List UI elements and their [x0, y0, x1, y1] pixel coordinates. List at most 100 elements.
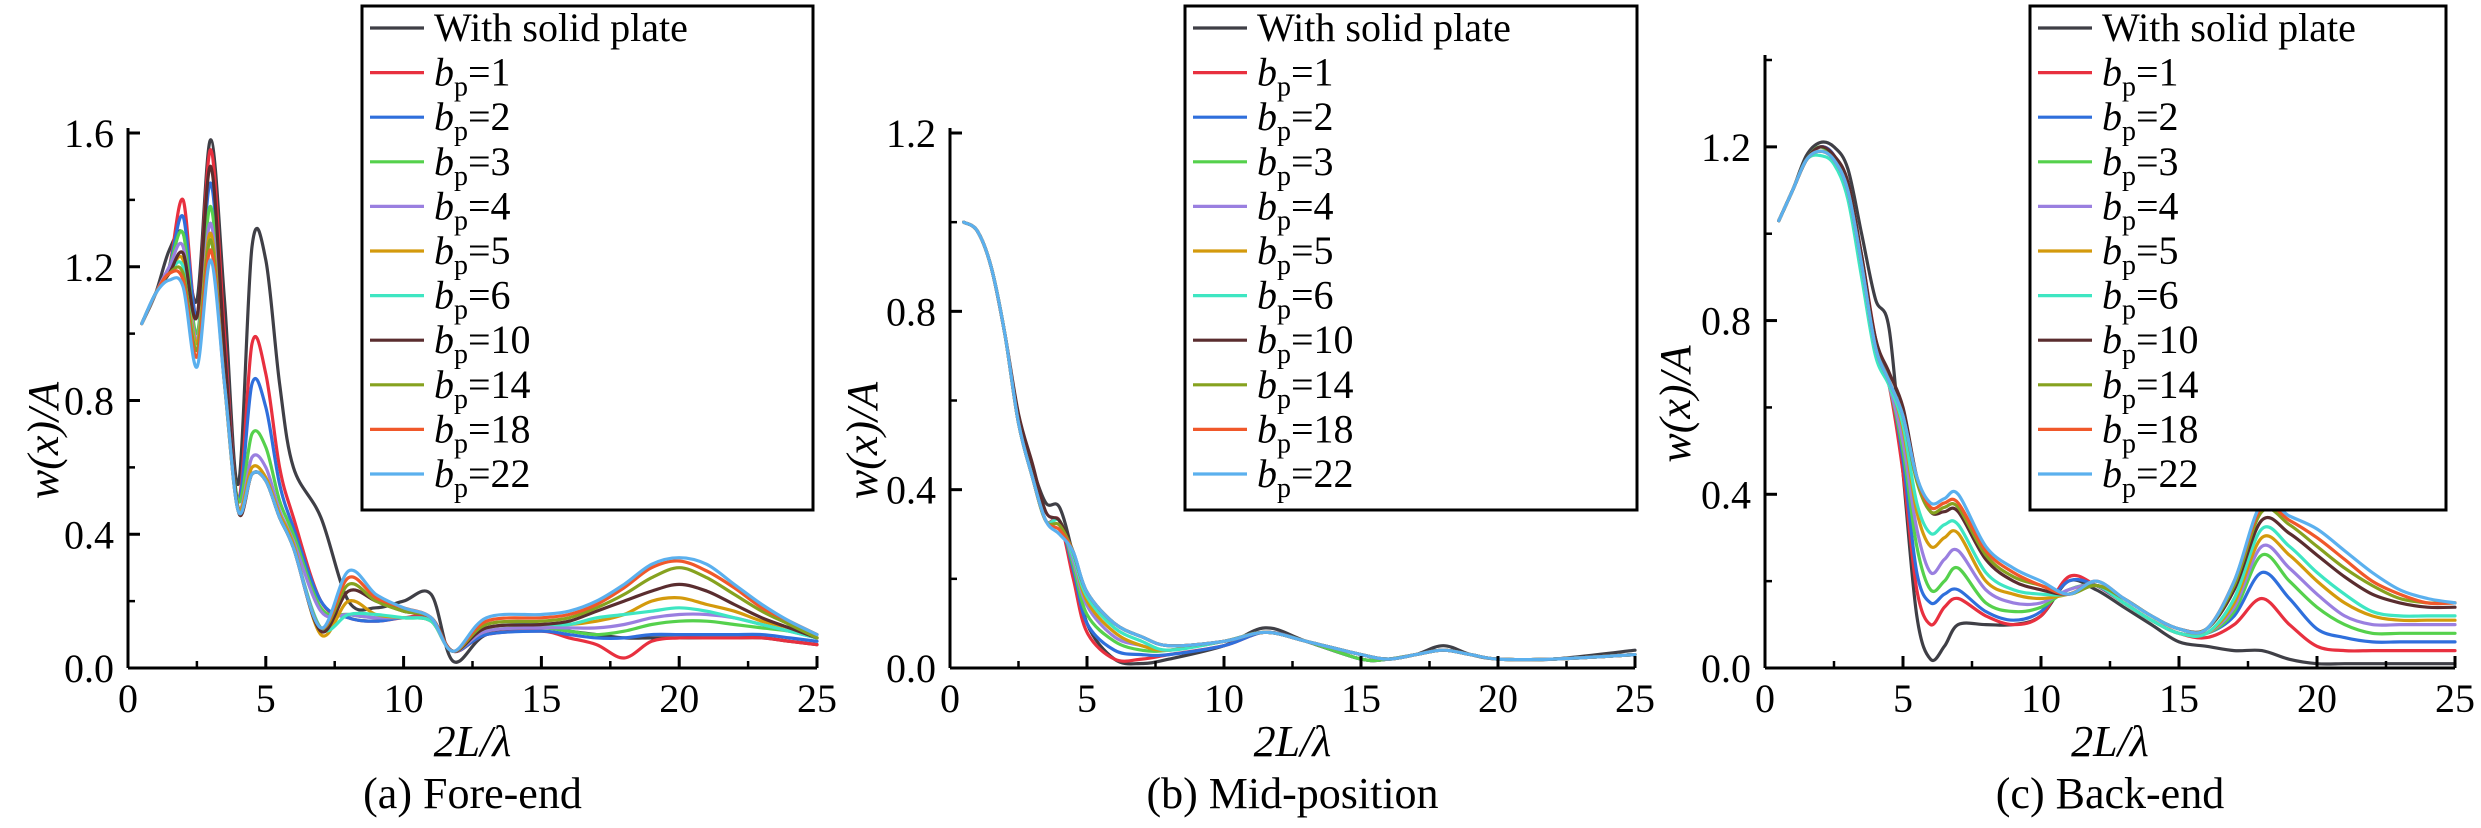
- legend-label: bp=2: [1257, 94, 1334, 147]
- legend-label-sub: p: [1277, 295, 1291, 326]
- legend-label: bp=3: [1257, 139, 1334, 192]
- x-tick-label: 20: [2297, 676, 2337, 721]
- y-axis-label: w(x)/A: [838, 381, 887, 499]
- chart-panel-2: 0 5 10 15 20 25 0.0 0.4 0.8 1.2 2L/λ w(x)/A (b) Mid-…: [838, 4, 1655, 818]
- y-tick-label: 0.8: [886, 289, 936, 334]
- legend-label: With solid plate: [1257, 5, 1511, 50]
- legend-label-suffix: =6: [2136, 273, 2179, 318]
- legend-label-suffix: =14: [468, 362, 531, 407]
- legend-label-suffix: =2: [2136, 94, 2179, 139]
- legend-label: bp=14: [434, 362, 531, 415]
- legend-label-sub: p: [1277, 473, 1291, 504]
- legend-label-sub: p: [454, 205, 468, 236]
- legend-label-prefix: b: [1257, 273, 1277, 318]
- x-tick-label: 15: [521, 676, 561, 721]
- x-tick-label: 0: [1755, 676, 1775, 721]
- legend-label-prefix: b: [1257, 362, 1277, 407]
- legend-label-sub: p: [2122, 250, 2136, 281]
- series-group: [962, 220, 1637, 666]
- series-line-bp-10: [140, 164, 819, 653]
- legend-label-suffix: =3: [1291, 139, 1334, 184]
- x-tick-label: 15: [2159, 676, 2199, 721]
- x-tick-label: 20: [659, 676, 699, 721]
- legend-label-suffix: =18: [2136, 406, 2199, 451]
- x-tick-label: 0: [118, 676, 138, 721]
- legend-label-prefix: b: [2102, 273, 2122, 318]
- legend-label-suffix: =5: [1291, 228, 1334, 273]
- legend-label-prefix: b: [2102, 317, 2122, 362]
- legend-label-prefix: b: [1257, 139, 1277, 184]
- x-tick-label: 15: [1341, 676, 1381, 721]
- legend-label: bp=22: [434, 451, 531, 504]
- series-line-bp-22: [1777, 149, 2457, 635]
- legend-label-sub: p: [2122, 116, 2136, 147]
- legend-label-sub: p: [454, 428, 468, 459]
- panel-caption: (b) Mid-position: [1146, 769, 1438, 818]
- legend-label-suffix: =1: [1291, 50, 1334, 95]
- legend-label-sub: p: [2122, 428, 2136, 459]
- legend-label: bp=1: [434, 50, 511, 103]
- legend-label: bp=22: [2102, 451, 2199, 504]
- legend: With solid platebp=1bp=2bp=3bp=4bp=5bp=6…: [360, 4, 815, 512]
- legend-label-prefix: b: [1257, 317, 1277, 362]
- legend-label-sub: p: [454, 72, 468, 103]
- legend-label-sub: p: [1277, 250, 1291, 281]
- y-tick-label: 0.8: [1701, 299, 1751, 344]
- legend-label: bp=6: [1257, 273, 1334, 326]
- x-tick-label: 25: [2435, 676, 2475, 721]
- legend-label-suffix: =1: [2136, 50, 2179, 95]
- legend-label-prefix: b: [1257, 228, 1277, 273]
- y-tick-label: 0.0: [886, 646, 936, 691]
- legend-label-prefix: b: [434, 183, 454, 228]
- legend-label: bp=2: [2102, 94, 2179, 147]
- y-tick-label: 0.4: [64, 512, 114, 557]
- legend-label-suffix: =18: [1291, 406, 1354, 451]
- y-tick-label: 0.4: [1701, 472, 1751, 517]
- x-axis-label: 2L/λ: [2071, 717, 2149, 766]
- legend-label-suffix: =2: [468, 94, 511, 139]
- y-tick-label: 0.0: [64, 646, 114, 691]
- legend-label-sub: p: [454, 339, 468, 370]
- legend-label: bp=2: [434, 94, 511, 147]
- legend-label: bp=1: [1257, 50, 1334, 103]
- y-tick-label: 0.0: [1701, 646, 1751, 691]
- x-tick-label: 5: [1077, 676, 1097, 721]
- legend-label-suffix: =4: [2136, 183, 2179, 228]
- legend-label-suffix: =6: [1291, 273, 1334, 318]
- legend-label-sub: p: [454, 116, 468, 147]
- legend-label-sub: p: [1277, 205, 1291, 236]
- legend-label: bp=10: [2102, 317, 2199, 370]
- legend-label-suffix: =22: [2136, 451, 2199, 496]
- y-axis-label: w(x)/A: [19, 381, 68, 499]
- legend-label: bp=22: [1257, 451, 1354, 504]
- legend-label-prefix: b: [2102, 406, 2122, 451]
- legend-label: bp=10: [434, 317, 531, 370]
- legend-label-prefix: b: [434, 50, 454, 95]
- legend-label: bp=6: [434, 273, 511, 326]
- legend-label-prefix: b: [2102, 139, 2122, 184]
- legend-label-suffix: =4: [468, 183, 511, 228]
- legend-label-sub: p: [454, 473, 468, 504]
- legend-label-suffix: =10: [468, 317, 531, 362]
- x-tick-label: 10: [384, 676, 424, 721]
- chart-panel-3: 0 5 10 15 20 25 0.0 0.4 0.8 1.2 2L/λ w(x)/A (c) Back…: [1651, 4, 2475, 818]
- legend-label-sub: p: [1277, 161, 1291, 192]
- legend-label-sub: p: [2122, 72, 2136, 103]
- legend-label-sub: p: [454, 161, 468, 192]
- legend-label-prefix: b: [434, 362, 454, 407]
- legend: With solid platebp=1bp=2bp=3bp=4bp=5bp=6…: [2028, 4, 2448, 512]
- series-line-bp-10: [1777, 145, 2457, 634]
- legend-label-prefix: b: [1257, 406, 1277, 451]
- legend-label: bp=5: [1257, 228, 1334, 281]
- panel-caption: (c) Back-end: [1996, 769, 2224, 818]
- legend-label: With solid plate: [434, 5, 688, 50]
- legend-box: [2028, 4, 2448, 512]
- series-group: [140, 138, 819, 664]
- series-line-bp-6: [1777, 153, 2457, 638]
- x-tick-label: 25: [797, 676, 837, 721]
- x-tick-label: 20: [1478, 676, 1518, 721]
- legend-label-sub: p: [2122, 473, 2136, 504]
- legend-label-prefix: b: [434, 451, 454, 496]
- legend-label: bp=14: [2102, 362, 2199, 415]
